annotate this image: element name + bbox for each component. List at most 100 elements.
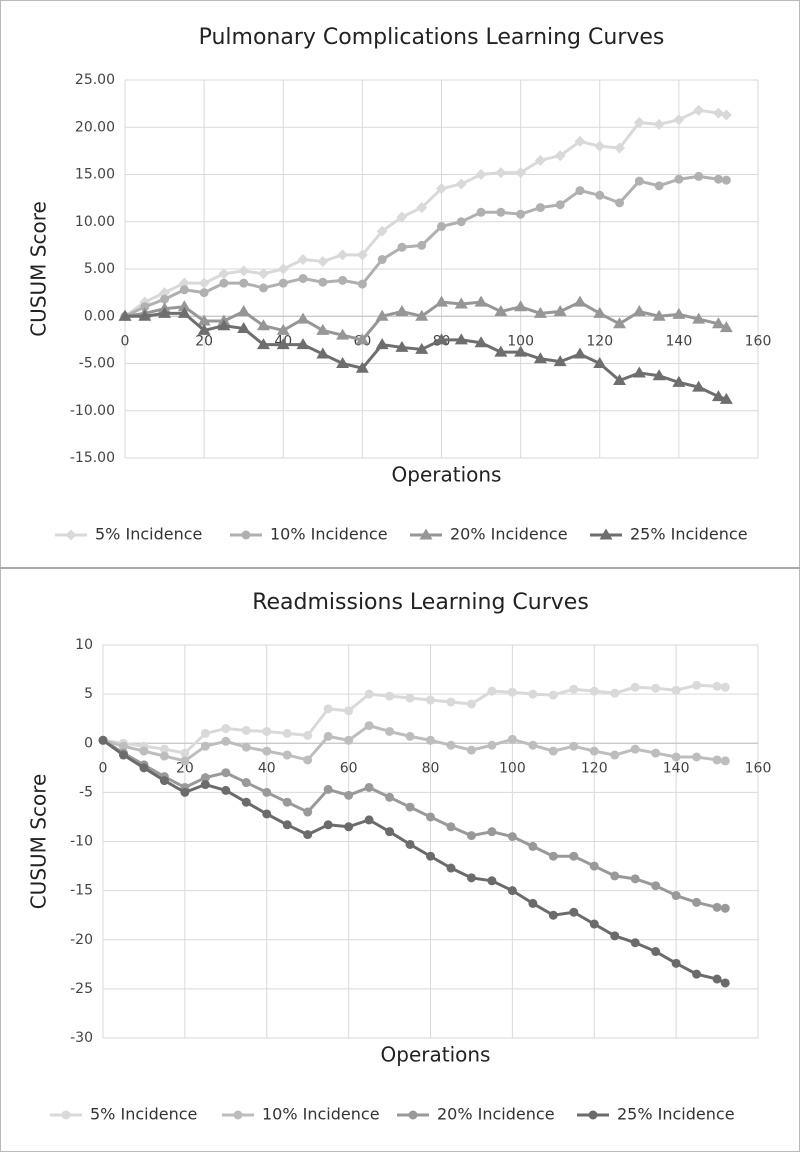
y-tick-label: 25.00 xyxy=(75,72,115,88)
marker xyxy=(200,728,210,738)
legend-marker xyxy=(233,1110,243,1120)
marker xyxy=(487,876,497,886)
marker xyxy=(548,910,558,920)
marker xyxy=(241,778,251,788)
marker xyxy=(630,938,640,948)
y-tick-label: -5 xyxy=(79,784,93,800)
legend-label: 25% Incidence xyxy=(630,525,748,544)
x-axis-title: Operations xyxy=(392,463,502,487)
marker xyxy=(630,874,640,884)
marker xyxy=(316,347,330,359)
marker xyxy=(303,730,313,740)
marker xyxy=(276,323,290,335)
legend-label: 5% Incidence xyxy=(90,1105,197,1124)
marker xyxy=(671,891,681,901)
marker xyxy=(396,211,408,223)
marker xyxy=(534,154,546,166)
marker xyxy=(446,697,456,707)
marker xyxy=(692,312,706,324)
marker xyxy=(553,355,567,367)
marker xyxy=(139,746,149,756)
chart: Readmissions Learning Curves -30 -25 -20 -15… xyxy=(27,590,772,1124)
marker xyxy=(593,306,607,318)
y-tick-label: -30 xyxy=(70,1030,93,1046)
x-tick-label: 60 xyxy=(340,760,358,776)
marker xyxy=(426,735,435,745)
marker xyxy=(118,309,132,321)
marker xyxy=(435,295,448,307)
x-tick-label: 160 xyxy=(745,760,772,776)
marker xyxy=(569,741,579,751)
marker xyxy=(256,319,270,331)
marker xyxy=(476,207,486,217)
marker xyxy=(336,328,350,340)
marker xyxy=(417,240,427,250)
legend-label: 5% Incidence xyxy=(95,525,202,544)
marker xyxy=(466,831,476,841)
marker xyxy=(177,300,191,312)
marker xyxy=(712,107,724,119)
marker xyxy=(495,167,507,179)
marker xyxy=(446,740,456,750)
marker xyxy=(548,690,558,700)
marker xyxy=(494,305,508,317)
marker xyxy=(610,750,620,760)
marker xyxy=(692,680,702,690)
marker xyxy=(385,792,395,802)
marker xyxy=(241,742,251,752)
marker xyxy=(515,167,527,179)
legend-label: 20% Incidence xyxy=(437,1105,555,1124)
marker xyxy=(241,797,251,807)
y-tick-label: -10.00 xyxy=(70,403,115,419)
x-tick-label: 0 xyxy=(99,760,108,776)
marker xyxy=(364,782,374,792)
marker xyxy=(651,947,661,957)
marker xyxy=(262,809,272,819)
marker xyxy=(355,361,369,373)
legend-marker xyxy=(61,1110,71,1120)
marker xyxy=(395,305,409,317)
marker xyxy=(256,338,270,350)
marker xyxy=(594,140,606,152)
marker xyxy=(219,278,229,288)
marker xyxy=(554,150,566,162)
legend-label: 10% Incidence xyxy=(270,525,388,544)
marker xyxy=(507,687,517,697)
marker xyxy=(633,117,645,129)
marker xyxy=(159,751,169,761)
marker xyxy=(654,181,664,191)
marker xyxy=(569,907,579,917)
marker xyxy=(548,851,558,861)
x-tick-label: 120 xyxy=(581,760,608,776)
marker xyxy=(474,336,488,348)
marker xyxy=(344,706,354,716)
marker xyxy=(446,822,456,832)
marker xyxy=(693,104,705,116)
marker xyxy=(395,340,409,352)
marker xyxy=(317,255,329,267)
marker xyxy=(262,746,272,756)
marker xyxy=(200,773,210,783)
marker xyxy=(672,375,686,387)
marker xyxy=(257,268,269,280)
marker xyxy=(555,200,565,210)
marker xyxy=(595,190,605,200)
y-tick-label: -5.00 xyxy=(79,356,115,372)
x-tick-label: 100 xyxy=(499,760,526,776)
marker xyxy=(318,277,328,287)
marker xyxy=(610,871,620,881)
y-tick-label: 0.00 xyxy=(84,308,115,324)
marker xyxy=(692,897,702,907)
marker xyxy=(496,207,506,217)
y-tick-label: 10 xyxy=(75,637,93,653)
marker xyxy=(553,305,567,317)
marker xyxy=(720,682,730,692)
marker xyxy=(671,685,681,695)
marker xyxy=(575,186,585,196)
legend-marker xyxy=(588,1110,598,1120)
marker xyxy=(589,686,599,696)
y-tick-label: 0 xyxy=(84,735,93,751)
marker xyxy=(376,225,388,237)
x-tick-label: 20 xyxy=(195,333,213,349)
marker xyxy=(615,198,625,208)
